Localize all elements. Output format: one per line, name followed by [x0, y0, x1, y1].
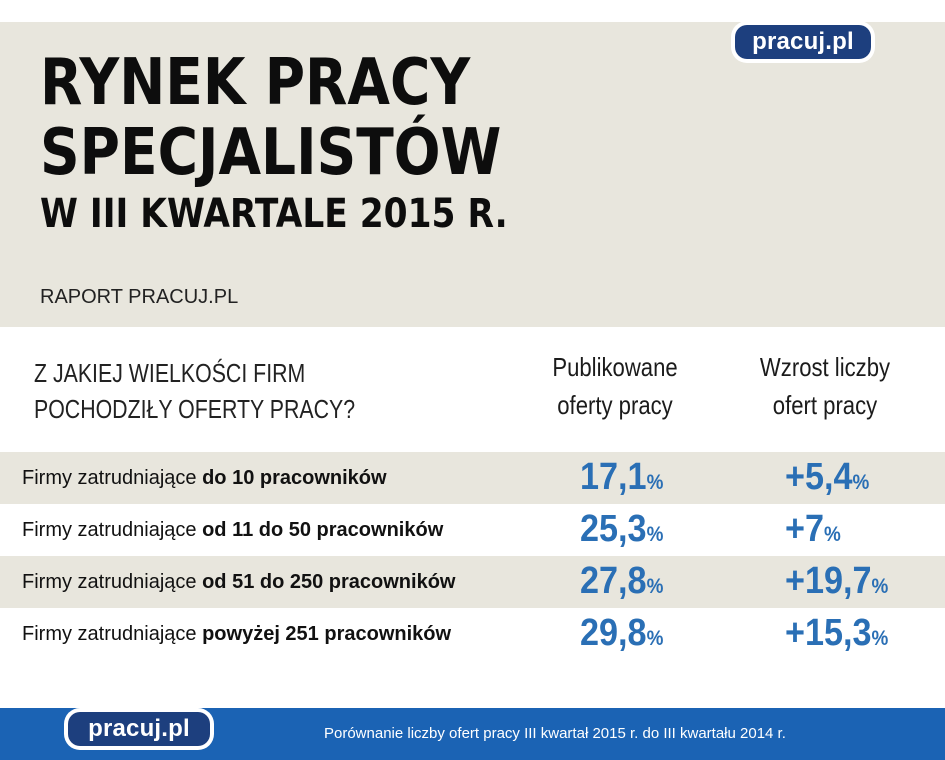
row-label-prefix: Firmy zatrudniające: [22, 571, 197, 593]
row-category: powyżej 251 pracowników: [202, 623, 452, 645]
title-line-1: RYNEK PRACY: [40, 46, 471, 120]
report-label: RAPORT PRACUJ.PL: [40, 286, 239, 308]
table-row: Firmy zatrudniające powyżej 251 pracowni…: [0, 608, 945, 660]
table-row: Firmy zatrudniające do 10 pracowników 17…: [0, 452, 945, 504]
spacer: [0, 660, 945, 682]
table-row: Firmy zatrudniające od 11 do 50 pracowni…: [0, 504, 945, 556]
growth-value: +7%: [785, 508, 841, 550]
question-line-2: POCHODZIŁY OFERTY PRACY?: [34, 394, 356, 424]
column-header-growth-line-2: ofert pracy: [772, 390, 878, 420]
title-line-3: W III KWARTALE 2015 R.: [40, 191, 508, 237]
row-label: Firmy zatrudniające od 51 do 250 pracown…: [22, 571, 455, 594]
footer-note: Porównanie liczby ofert pracy III kwarta…: [324, 725, 786, 742]
column-header-growth-line-1: Wzrost liczby: [759, 352, 891, 382]
growth-value: +15,3%: [785, 612, 889, 654]
row-label-prefix: Firmy zatrudniające: [22, 467, 197, 489]
column-header-growth: Wzrost liczby ofert pracy: [744, 348, 906, 424]
row-label: Firmy zatrudniające od 11 do 50 pracowni…: [22, 519, 443, 542]
row-label-prefix: Firmy zatrudniające: [22, 519, 197, 541]
top-strip: [0, 0, 945, 22]
row-label-prefix: Firmy zatrudniające: [22, 623, 197, 645]
row-label: Firmy zatrudniające do 10 pracowników: [22, 467, 387, 490]
column-header-published-line-1: Publikowane: [552, 352, 678, 382]
pracuj-logo-footer[interactable]: pracuj.pl: [68, 712, 210, 746]
row-category: od 11 do 50 pracowników: [202, 519, 444, 541]
published-value: 17,1%: [580, 456, 664, 498]
page-title: RYNEK PRACY SPECJALISTÓW W III KWARTALE …: [40, 48, 508, 238]
growth-value: +19,7%: [785, 560, 889, 602]
published-value: 29,8%: [580, 612, 664, 654]
question-line-1: Z JAKIEJ WIELKOŚCI FIRM: [34, 358, 306, 388]
header-panel: [0, 22, 945, 327]
pracuj-logo[interactable]: pracuj.pl: [735, 25, 871, 59]
table-question: Z JAKIEJ WIELKOŚCI FIRM POCHODZIŁY OFERT…: [34, 355, 460, 427]
published-value: 27,8%: [580, 560, 664, 602]
published-value: 25,3%: [580, 508, 664, 550]
column-header-published: Publikowane oferty pracy: [534, 348, 696, 424]
column-header-published-line-2: oferty pracy: [557, 390, 673, 420]
growth-value: +5,4%: [785, 456, 870, 498]
row-category: do 10 pracowników: [202, 467, 387, 489]
row-category: od 51 do 250 pracowników: [202, 571, 456, 593]
table-row: Firmy zatrudniające od 51 do 250 pracown…: [0, 556, 945, 608]
title-line-2: SPECJALISTÓW: [40, 116, 502, 190]
row-label: Firmy zatrudniające powyżej 251 pracowni…: [22, 623, 451, 646]
